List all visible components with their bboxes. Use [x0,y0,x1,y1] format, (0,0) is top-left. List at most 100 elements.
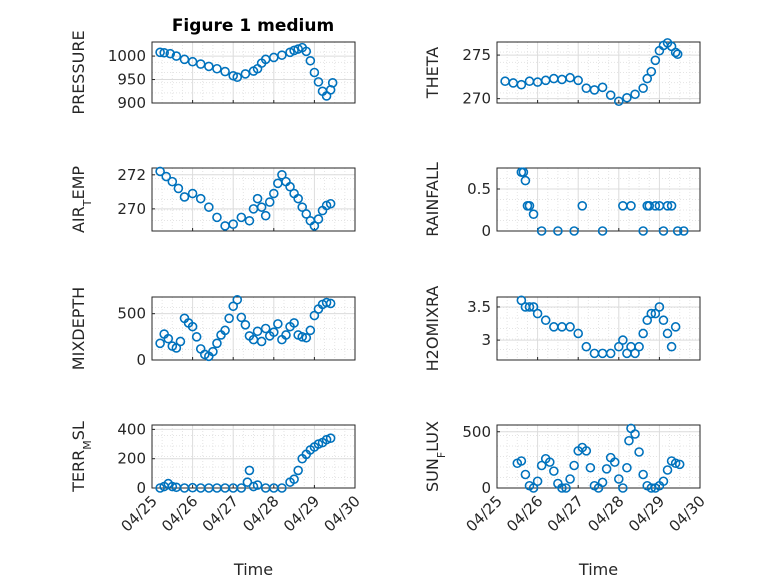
data-point [553,226,563,236]
y-tick-label: 272 [117,166,146,184]
data-point [638,328,648,339]
data-point [634,447,644,457]
data-point [285,181,295,192]
data-point [644,201,655,211]
data-point [516,295,527,306]
data-point [646,308,657,319]
data-point [638,83,648,93]
axes-border [496,296,701,361]
data-point [605,348,616,359]
data-point [670,47,681,58]
data-point [561,483,571,493]
data-point [289,474,299,485]
data-point [187,188,198,199]
data-point [662,465,673,475]
data-point [161,171,172,182]
data-point [252,326,263,337]
axes-border [151,424,356,489]
y-tick-label: 3 [481,331,491,349]
data-point [622,92,632,103]
data-point [646,66,657,77]
data-point [204,202,214,212]
data-point [179,192,190,202]
data-point [549,466,559,476]
data-point [658,226,669,236]
y-tick-label: 0 [481,222,491,240]
data-point [528,483,539,493]
data-point [165,48,176,59]
data-point [524,201,535,211]
panel-air-temp: 270 272 AIRTEMP [69,166,356,233]
data-point [242,477,253,487]
data-point [256,202,267,212]
data-point [658,315,669,326]
data-point [171,51,182,61]
y-tick-label: 275 [462,46,491,64]
data-point [557,483,567,493]
data-point [650,55,661,66]
data-point [163,333,174,344]
x-tick-label: 04/29 [625,492,668,535]
data-point [293,193,303,204]
y-tick-label: 500 [462,423,491,441]
y-axis-label: SUNFLUX [423,421,448,492]
data-point [325,198,336,209]
y-tick-label: 0 [481,479,491,497]
x-tick-label: 04/28 [584,492,627,535]
data-point [155,166,165,177]
data-point [155,47,165,58]
y-tick-label: 500 [117,305,146,323]
y-axis-label: AIRTEMP [69,166,94,233]
x-tick-label: 04/30 [321,492,364,535]
y-tick-label: 200 [117,450,146,468]
data-point [301,46,312,57]
data-point [273,319,283,329]
y-axis-label: THETA [423,47,442,99]
x-tick-label: 04/26 [503,492,546,535]
data-point [674,459,685,470]
y-axis-label: TERRMSL [69,421,94,493]
data-point [532,308,543,319]
data-point [544,457,555,467]
panel-mixdepth: 0 500 MIXDEPTH [69,287,356,370]
data-point [670,322,681,332]
data-point [577,201,588,211]
data-point [236,312,247,323]
data-point [585,462,596,473]
data-point [268,188,279,199]
y-tick-label: 0.5 [467,180,491,198]
data-point [540,315,551,326]
x-tick-label: 04/25 [463,492,506,535]
data-point [167,176,178,187]
data-point [212,63,222,74]
axes-border [496,41,701,104]
data-point [268,327,279,338]
data-point [662,328,673,339]
data-point [518,167,529,177]
data-point [236,212,247,223]
data-point [618,483,628,493]
data-point [573,75,584,86]
figure-title: Figure 1 medium [172,16,334,36]
data-point [244,215,255,226]
data-point [650,308,661,319]
data-point [666,341,677,352]
y-tick-label: 270 [462,90,491,108]
data-point [301,209,312,219]
data-point [650,201,661,211]
data-point [672,226,683,236]
data-point [520,175,531,186]
data-point [532,476,543,487]
y-tick-label: 950 [117,71,146,89]
y-tick-label: 900 [117,94,146,112]
data-point [187,321,198,332]
data-point [569,460,579,471]
data-point [565,72,575,83]
data-point [260,323,271,334]
data-point [536,226,547,236]
x-tick-label: 04/30 [666,492,709,535]
data-point [155,338,165,349]
panel-h2omixra: 3 3.5 H2OMIXRA [423,286,701,371]
data-point [260,210,271,221]
